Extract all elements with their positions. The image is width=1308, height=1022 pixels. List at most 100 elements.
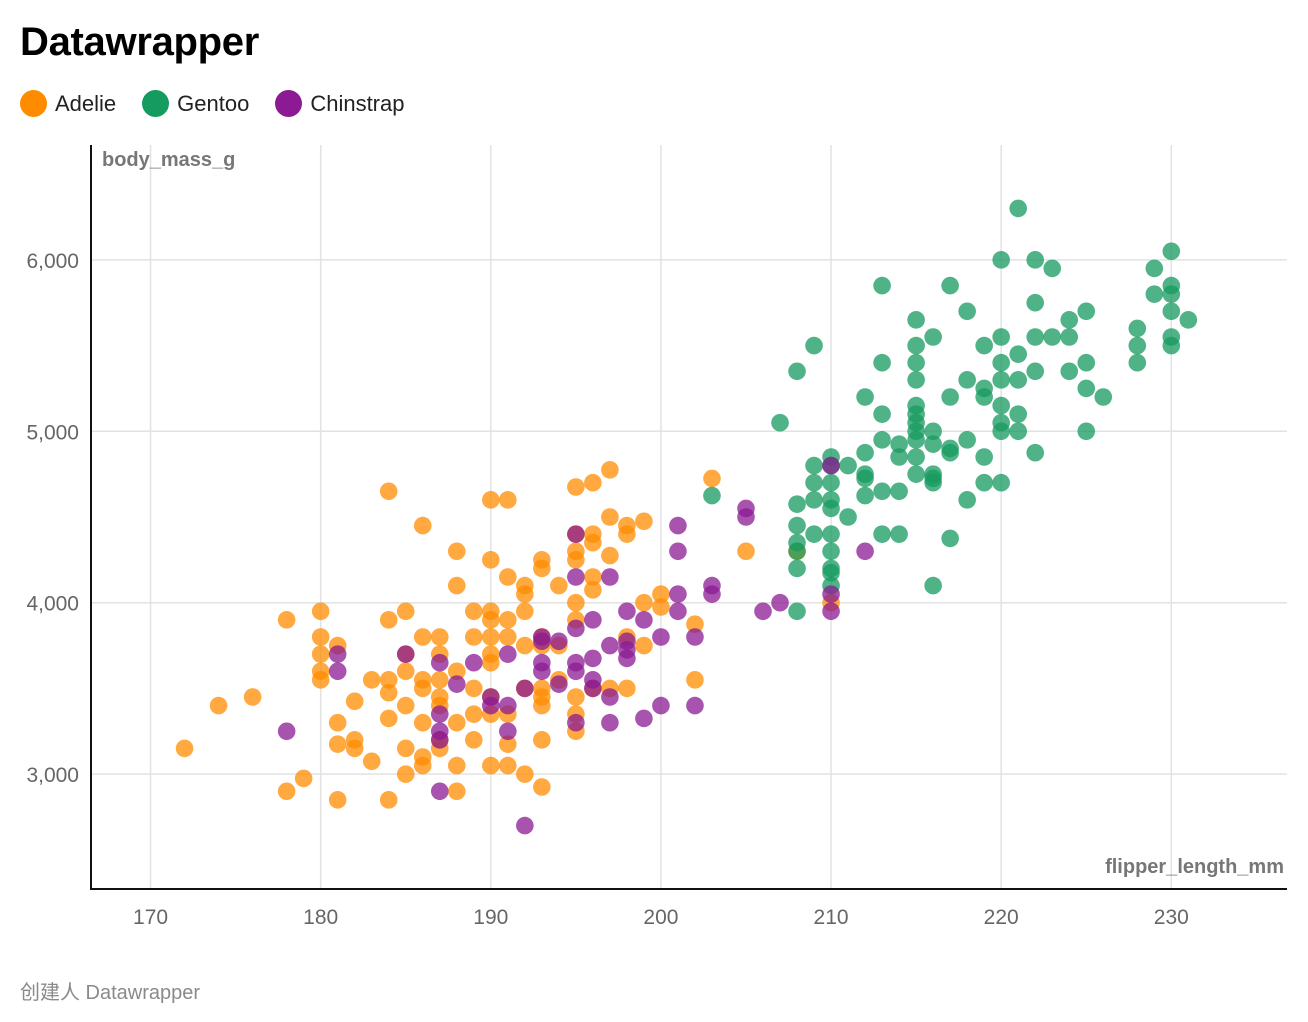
data-point-adelie [379,611,398,629]
data-point-adelie [499,628,517,646]
data-point-adelie [447,713,466,732]
data-point-adelie [396,739,415,758]
data-point-chinstrap [550,632,568,651]
data-point-chinstrap [277,722,296,741]
data-point-gentoo [1043,259,1062,278]
data-point-gentoo [992,371,1010,389]
data-point-gentoo [839,508,857,526]
data-point-adelie [294,769,313,788]
data-point-chinstrap [516,679,534,698]
data-point-gentoo [839,456,857,475]
data-point-chinstrap [822,585,840,603]
data-point-chinstrap [396,645,415,663]
data-point-adelie [209,696,228,715]
x-tick-label: 180 [303,906,338,929]
data-point-gentoo [856,469,874,488]
legend-swatch-adelie [20,90,47,117]
data-point-chinstrap [482,696,500,715]
data-point-chinstrap [430,653,449,672]
data-point-gentoo [788,362,806,381]
data-point-adelie [464,679,483,698]
data-point-chinstrap [328,662,347,681]
data-point-gentoo [805,473,823,492]
data-point-adelie [464,731,483,749]
data-point-adelie [413,628,432,646]
data-point-adelie [328,791,347,809]
data-point-adelie [567,551,585,569]
data-point-gentoo [873,482,891,501]
data-point-gentoo [1009,422,1027,441]
data-point-chinstrap [567,619,585,638]
data-point-gentoo [958,431,976,449]
data-point-adelie [464,628,483,646]
data-point-gentoo [907,448,925,466]
data-point-chinstrap [652,696,670,715]
data-point-chinstrap [567,662,585,681]
data-point-adelie [464,602,483,621]
data-point-gentoo [907,371,925,389]
data-point-adelie [413,713,432,732]
data-point-gentoo [1128,319,1147,338]
data-point-adelie [243,688,262,706]
data-point-gentoo [1026,443,1045,462]
data-point-chinstrap [430,705,449,723]
legend-item-adelie: Adelie [20,90,116,117]
data-point-adelie [396,602,415,621]
data-point-gentoo [1060,362,1079,381]
data-point-gentoo [941,276,959,295]
data-point-adelie [482,628,500,646]
data-point-gentoo [1128,353,1147,372]
data-point-gentoo [1043,328,1062,346]
data-point-gentoo [1026,362,1045,381]
data-point-gentoo [924,435,942,453]
y-tick-label: 5,000 [26,421,79,444]
data-point-chinstrap [754,602,772,621]
data-point-chinstrap [430,782,449,801]
data-point-adelie [686,615,704,633]
data-point-adelie [601,508,619,526]
data-point-adelie [413,756,432,775]
data-point-gentoo [1060,328,1079,346]
data-point-adelie [482,551,500,569]
data-point-chinstrap [567,525,585,543]
data-point-chinstrap [533,632,551,651]
data-point-gentoo [992,396,1010,415]
data-point-adelie [635,636,653,655]
data-point-gentoo [941,443,959,462]
data-point-gentoo [856,486,874,505]
x-tick-label: 190 [473,906,508,929]
data-point-gentoo [788,516,806,535]
data-point-gentoo [924,422,942,441]
data-point-adelie [652,598,670,616]
legend-item-gentoo: Gentoo [142,90,249,117]
data-point-adelie [635,512,653,531]
data-point-adelie [277,611,296,629]
data-point-adelie [584,568,602,586]
data-point-gentoo [1162,336,1181,355]
data-point-chinstrap [328,645,347,663]
legend-swatch-chinstrap [275,90,303,117]
data-point-adelie [464,705,483,723]
data-point-adelie [601,461,619,479]
y-axis-label: body_mass_g [102,149,235,171]
legend-swatch-gentoo [142,90,170,117]
data-point-adelie [533,559,551,578]
data-point-adelie [482,491,500,509]
data-point-gentoo [1026,293,1045,312]
data-point-gentoo [907,336,925,355]
data-point-chinstrap [464,653,483,672]
data-point-adelie [379,709,398,728]
data-point-adelie [516,585,534,603]
data-point-adelie [482,756,500,775]
data-point-adelie [516,602,534,621]
data-point-gentoo [975,448,993,466]
data-point-gentoo [1009,199,1027,218]
data-point-adelie [175,739,194,758]
data-point-adelie [413,679,432,698]
data-point-adelie [635,593,653,612]
data-point-gentoo [1077,379,1096,398]
data-point-adelie [311,671,330,689]
data-point-chinstrap [601,636,619,655]
data-point-adelie [652,585,670,603]
